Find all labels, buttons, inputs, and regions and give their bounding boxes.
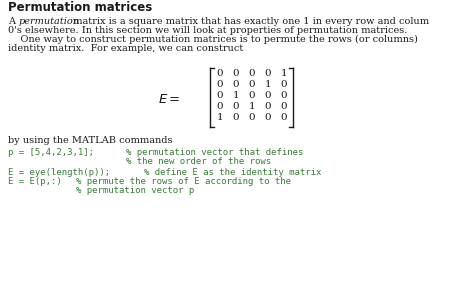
Text: 0: 0: [217, 91, 223, 100]
Text: E = E(p,:): E = E(p,:): [8, 177, 67, 186]
Text: 0: 0: [281, 80, 287, 89]
Text: A: A: [8, 17, 18, 26]
Text: permutation: permutation: [19, 17, 80, 26]
Text: by using the MATLAB commands: by using the MATLAB commands: [8, 136, 173, 145]
Text: 0: 0: [233, 80, 239, 89]
Text: 1: 1: [249, 102, 255, 111]
Text: 0: 0: [249, 91, 255, 100]
Text: $E =$: $E =$: [158, 93, 181, 106]
Text: matrix is a square matrix that has exactly one 1 in every row and colum: matrix is a square matrix that has exact…: [70, 17, 429, 26]
Text: 0: 0: [233, 113, 239, 122]
Text: 0: 0: [249, 69, 255, 78]
Text: % define E as the identity matrix: % define E as the identity matrix: [144, 168, 321, 177]
Text: % the new order of the rows: % the new order of the rows: [126, 157, 271, 166]
Text: 0: 0: [281, 113, 287, 122]
Text: 0: 0: [264, 91, 271, 100]
Text: One way to construct permutation matrices is to permute the rows (or columns): One way to construct permutation matrice…: [8, 35, 418, 44]
Text: 0: 0: [217, 80, 223, 89]
Text: 0: 0: [249, 80, 255, 89]
Text: 0: 0: [249, 113, 255, 122]
Text: 0: 0: [233, 102, 239, 111]
Text: 0: 0: [281, 102, 287, 111]
Text: 0: 0: [217, 102, 223, 111]
Text: 0: 0: [233, 69, 239, 78]
Text: 0's elsewhere. In this section we will look at properties of permutation matrice: 0's elsewhere. In this section we will l…: [8, 26, 407, 35]
Text: 1: 1: [264, 80, 271, 89]
Text: % permute the rows of E according to the: % permute the rows of E according to the: [76, 177, 291, 186]
Text: 0: 0: [264, 102, 271, 111]
Text: 1: 1: [217, 113, 223, 122]
Text: identity matrix.  For example, we can construct: identity matrix. For example, we can con…: [8, 44, 243, 53]
Text: % permutation vector that defines: % permutation vector that defines: [126, 148, 303, 157]
Text: % permutation vector p: % permutation vector p: [76, 186, 194, 195]
Text: 1: 1: [281, 69, 287, 78]
Text: 0: 0: [217, 69, 223, 78]
Text: 0: 0: [264, 113, 271, 122]
Text: p = [5,4,2,3,1];: p = [5,4,2,3,1];: [8, 148, 94, 157]
Text: Permutation matrices: Permutation matrices: [8, 1, 152, 14]
Text: 0: 0: [281, 91, 287, 100]
Text: 1: 1: [233, 91, 239, 100]
Text: 0: 0: [264, 69, 271, 78]
Text: E = eye(length(p));: E = eye(length(p));: [8, 168, 110, 177]
